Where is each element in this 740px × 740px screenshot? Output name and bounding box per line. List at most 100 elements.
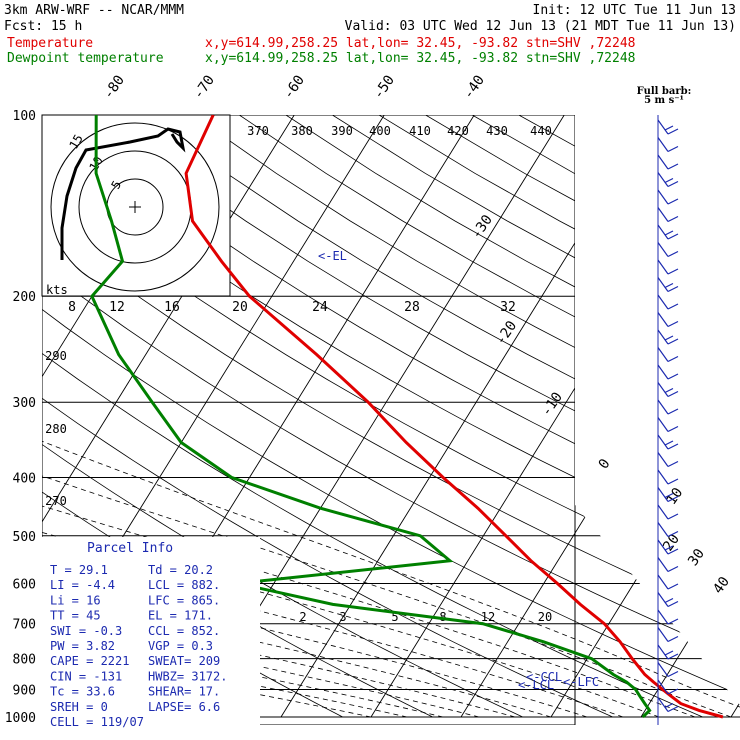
parcel-info-row-left: TT = 45 — [50, 609, 101, 623]
isotherm-label: 40 — [710, 574, 733, 597]
wind-barb-flag — [667, 303, 679, 310]
theta-label: 410 — [409, 124, 431, 138]
mixing-ratio-label: 12 — [481, 610, 495, 624]
wind-barb-flag — [667, 635, 679, 643]
hodograph-axis-label: 32 — [500, 300, 516, 315]
isotherm-label: -20 — [493, 318, 521, 348]
wind-barb-flag — [667, 653, 679, 660]
wind-scale-title: Full barb: — [637, 86, 692, 97]
wind-barb-staff — [657, 312, 669, 327]
parcel-info-row-right: SWEAT= 209 — [148, 654, 220, 668]
parcel-info-row-left: SWI = -0.3 — [50, 624, 122, 638]
wind-barb-flag — [667, 128, 679, 135]
hodograph-ring-label: 15 — [66, 132, 85, 152]
wind-barb-staff — [657, 119, 669, 135]
hodograph-axis-label: 12 — [109, 300, 125, 315]
wind-barb-flag — [667, 285, 679, 293]
mixing-ratio-label: 8 — [439, 610, 446, 624]
wind-barb-flag — [667, 548, 679, 555]
dry-adiabat-line — [145, 115, 740, 718]
wind-barb-staff — [657, 172, 669, 187]
lcl-marker: <-LCL — [518, 678, 554, 692]
wind-barb-flag — [667, 338, 679, 345]
dry-adiabat-line — [42, 115, 740, 718]
wind-barbs — [657, 115, 679, 725]
parcel-info-row-left: SREH = 0 — [50, 700, 108, 714]
wind-barb-staff — [657, 364, 669, 380]
isotherm-line — [460, 115, 740, 718]
parcel-info-row-left: CIN = -131 — [50, 669, 122, 683]
isotherm-line — [730, 115, 740, 718]
wind-barb-staff — [657, 504, 669, 520]
theta-label: 390 — [331, 124, 353, 138]
init-time: Init: 12 UTC Tue 11 Jun 13 — [533, 3, 737, 18]
theta-label: 420 — [447, 124, 469, 138]
parcel-info-row-right: LAPSE= 6.6 — [148, 700, 220, 714]
wind-barb-staff — [657, 609, 669, 625]
parcel-info-row-right: HWBZ= 3172. — [148, 669, 227, 683]
wind-barb-staff — [657, 259, 669, 275]
wind-barb-flag — [667, 180, 679, 188]
dry-adiabat-line — [52, 115, 740, 718]
sounding-traces — [90, 115, 724, 719]
wind-barb-flag — [664, 125, 674, 131]
dry-adiabat-line — [378, 115, 740, 718]
wind-barb-staff — [657, 679, 669, 695]
wind-barb-flag — [667, 618, 679, 625]
wind-barb-flag — [664, 177, 674, 184]
wind-barb-flag — [667, 565, 679, 573]
wind-barb-flag — [667, 250, 679, 258]
wind-barb-staff — [657, 487, 669, 502]
hodograph-trace — [60, 127, 186, 260]
wind-barb-flag — [667, 233, 679, 240]
wind-scale-unit: 5 m s⁻¹ — [644, 95, 684, 106]
moist-adiabat-line — [42, 295, 480, 718]
pressure-tick-label: 800 — [13, 653, 36, 668]
legend-temperature-location: x,y=614.99,258.25 lat,lon= 32.45, -93.82… — [205, 36, 635, 51]
isotherm-line — [640, 115, 740, 718]
el-marker: <-EL — [318, 249, 347, 263]
wind-barb-staff — [657, 522, 669, 537]
theta-label: 400 — [369, 124, 391, 138]
wind-barb-staff — [657, 627, 669, 642]
isotherm-label: -50 — [370, 72, 398, 102]
parcel-info-row-left: CELL = 119/07 — [50, 715, 144, 729]
parcel-info-row-left: Li = 16 — [50, 593, 101, 607]
hodograph-ring — [50, 122, 220, 292]
wind-barb-staff — [657, 574, 669, 590]
theta-label: 270 — [45, 494, 67, 508]
theta-label: 380 — [291, 124, 313, 138]
mixing-ratio-label: 20 — [538, 610, 552, 624]
pressure-tick-label: 100 — [13, 109, 36, 124]
wind-barb-flag — [664, 335, 674, 341]
isotherm-label: 0 — [596, 456, 614, 472]
isotherm-label: -80 — [100, 72, 128, 102]
pressure-tick-label: 700 — [13, 618, 36, 633]
wind-barb-staff — [657, 644, 669, 660]
pressure-tick-label: 900 — [13, 683, 36, 698]
wind-barb-flag — [667, 670, 679, 678]
isotherm-line — [550, 115, 740, 718]
pressure-tick-label: 500 — [13, 530, 36, 545]
isotherm-line — [280, 115, 655, 718]
wind-barb-staff — [657, 592, 669, 607]
forecast-hour: Fcst: 15 h — [4, 19, 82, 34]
moist-adiabat-line — [42, 295, 660, 718]
wind-barb-flag — [667, 163, 679, 170]
isotherm-label: -60 — [280, 72, 308, 102]
wind-barb-staff — [657, 417, 669, 432]
legend-dewpoint-location: x,y=614.99,258.25 lat,lon= 32.45, -93.82… — [205, 51, 635, 66]
dry-adiabat-line — [99, 115, 740, 718]
wind-barb-flag — [664, 492, 674, 499]
parcel-info-title: Parcel Info — [87, 541, 173, 556]
dry-adiabat-line — [425, 115, 740, 718]
wind-barb-flag — [667, 513, 679, 520]
pressure-tick-label: 1000 — [5, 711, 36, 726]
wind-barb-flag — [667, 705, 679, 713]
isotherm-line — [42, 115, 295, 718]
wind-barb-flag — [664, 597, 674, 604]
hodograph-speed-label: kts — [46, 283, 68, 297]
wind-barb-staff — [657, 434, 669, 450]
